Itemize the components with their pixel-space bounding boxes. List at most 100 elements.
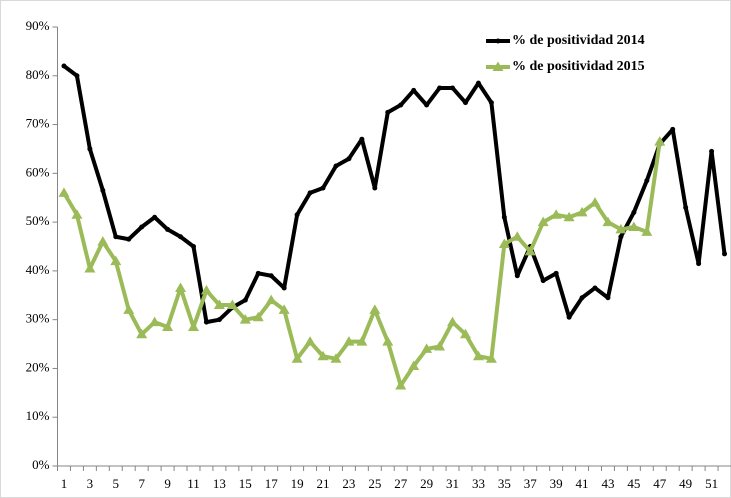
- marker: [126, 236, 132, 242]
- legend-marker: [492, 61, 504, 71]
- marker: [268, 273, 274, 279]
- legend: % de positividad 2014 % de positividad 20…: [486, 33, 645, 74]
- marker: [304, 336, 316, 346]
- y-tick-label: 10%: [26, 408, 50, 423]
- marker: [175, 282, 187, 292]
- marker: [100, 187, 106, 193]
- y-tick-label: 30%: [26, 311, 50, 326]
- marker: [696, 261, 702, 267]
- x-tick-label: 51: [705, 476, 718, 491]
- marker: [550, 209, 562, 219]
- marker: [252, 311, 264, 322]
- marker: [200, 284, 212, 295]
- marker: [434, 340, 446, 351]
- marker: [641, 226, 653, 236]
- marker: [369, 304, 381, 314]
- legend-label: % de positividad 2015: [512, 59, 645, 74]
- marker: [281, 285, 287, 291]
- marker: [553, 270, 559, 276]
- marker: [213, 299, 225, 310]
- marker: [576, 206, 588, 217]
- marker: [385, 109, 391, 115]
- marker: [670, 126, 676, 132]
- marker: [58, 187, 70, 197]
- marker: [278, 304, 290, 314]
- x-tick-label: 33: [472, 476, 485, 491]
- marker: [265, 294, 277, 305]
- marker: [709, 148, 715, 154]
- marker: [472, 350, 484, 361]
- y-tick-label: 90%: [26, 18, 50, 33]
- y-tick-label: 80%: [26, 67, 50, 82]
- marker: [87, 146, 93, 152]
- marker: [498, 238, 510, 249]
- x-tick-label: 35: [498, 476, 511, 491]
- x-tick-label: 25: [368, 476, 381, 491]
- x-tick-label: 39: [550, 476, 563, 491]
- marker: [317, 350, 329, 361]
- series-line: [62, 64, 727, 325]
- marker: [190, 244, 196, 249]
- marker: [631, 209, 637, 215]
- marker: [462, 100, 468, 106]
- marker: [501, 214, 507, 220]
- marker: [242, 297, 248, 303]
- marker: [226, 299, 238, 310]
- marker: [563, 211, 575, 222]
- marker: [683, 204, 689, 210]
- marker: [524, 245, 536, 256]
- marker: [216, 317, 222, 323]
- marker: [514, 273, 520, 279]
- marker: [333, 163, 339, 169]
- marker: [359, 136, 365, 142]
- x-tick-label: 37: [524, 476, 538, 491]
- marker: [74, 73, 80, 79]
- marker: [294, 212, 300, 218]
- x-tick-label: 17: [265, 476, 279, 491]
- marker: [165, 226, 171, 232]
- marker: [628, 221, 640, 231]
- y-tick-label: 60%: [26, 164, 50, 179]
- marker: [123, 304, 135, 314]
- marker: [84, 262, 96, 273]
- marker: [615, 223, 627, 234]
- marker: [372, 185, 378, 191]
- x-tick-label: 23: [342, 476, 355, 491]
- marker: [579, 295, 585, 301]
- marker: [97, 236, 109, 246]
- x-tick-label: 27: [394, 476, 408, 491]
- marker: [139, 224, 145, 230]
- marker: [654, 136, 666, 146]
- marker: [382, 336, 394, 346]
- marker: [605, 295, 611, 301]
- marker: [411, 87, 417, 93]
- marker: [178, 234, 184, 240]
- marker: [408, 360, 420, 371]
- marker: [61, 63, 67, 69]
- marker: [187, 321, 199, 331]
- marker: [152, 214, 158, 220]
- marker: [566, 314, 572, 320]
- x-tick-label: 19: [291, 476, 304, 491]
- x-tick-label: 5: [113, 476, 120, 491]
- legend-label: % de positividad 2014: [512, 33, 645, 48]
- marker: [485, 353, 497, 363]
- marker: [540, 278, 546, 284]
- x-tick-label: 9: [164, 476, 171, 491]
- x-tick-label: 49: [679, 476, 692, 491]
- y-tick-label: 70%: [26, 116, 50, 131]
- marker: [421, 343, 433, 353]
- y-tick-label: 20%: [26, 359, 50, 374]
- y-tick-label: 50%: [26, 213, 50, 228]
- marker: [424, 102, 430, 108]
- marker: [203, 319, 209, 325]
- marker: [592, 285, 598, 291]
- marker: [330, 353, 342, 363]
- marker: [589, 197, 601, 207]
- marker: [255, 270, 261, 276]
- x-tick-label: 45: [627, 476, 640, 491]
- marker: [602, 216, 614, 227]
- marker: [488, 100, 494, 106]
- x-tick-label: 1: [61, 476, 68, 491]
